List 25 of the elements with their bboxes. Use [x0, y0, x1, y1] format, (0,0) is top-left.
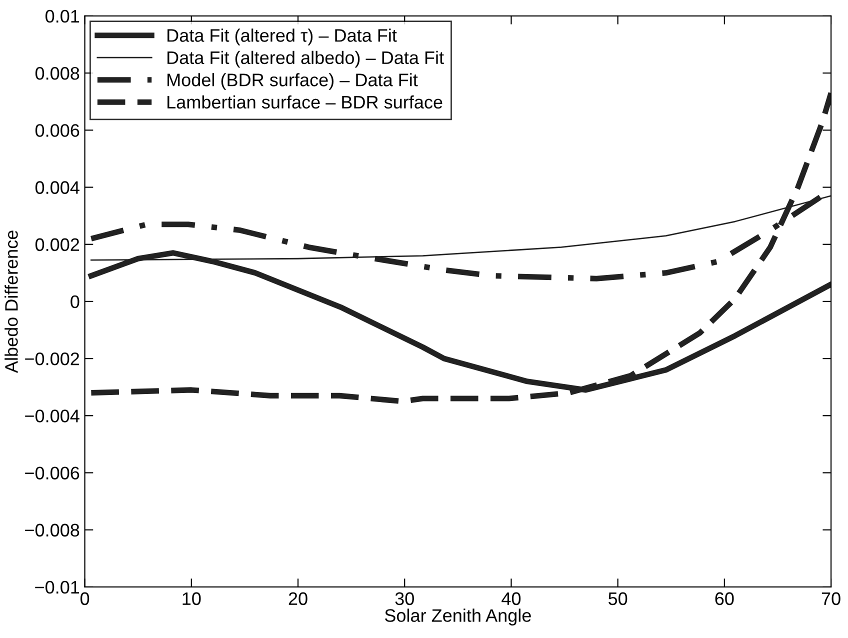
x-tick-label: 0 [80, 592, 90, 606]
y-tick-label: 0.006 [35, 124, 80, 137]
y-tick-label: −0.002 [25, 352, 80, 366]
x-tick-label: 10 [182, 592, 201, 606]
x-axis-title: Solar Zenith Angle [384, 608, 531, 626]
y-tick-label: 0.01 [46, 10, 80, 23]
y-tick-label: −0.01 [35, 580, 80, 594]
x-tick-label: 70 [822, 592, 840, 606]
legend-label: Model (BDR surface) – Data Fit [168, 73, 418, 90]
x-tick-label: 40 [502, 592, 521, 606]
x-tick-label: 30 [395, 592, 414, 606]
legend-label: Data Fit (altered τ) – Data Fit [168, 28, 397, 46]
legend-label: Data Fit (altered albedo) – Data Fit [168, 50, 444, 68]
y-tick-label: 0.008 [35, 66, 80, 80]
x-tick-label: 50 [608, 592, 628, 606]
x-tick-label: 20 [288, 592, 308, 606]
x-tick-label: 60 [715, 592, 734, 606]
y-tick-label: 0 [70, 295, 80, 308]
y-tick-label: 0.002 [35, 238, 80, 252]
y-tick-label: 0.004 [35, 181, 80, 194]
y-tick-label: −0.004 [25, 410, 80, 422]
y-axis-title: Albedo Difference [4, 230, 18, 374]
legend-label: Lambertian surface – BDR surface [168, 95, 442, 109]
y-tick-label: −0.008 [25, 524, 80, 537]
y-tick-label: −0.006 [25, 466, 80, 480]
